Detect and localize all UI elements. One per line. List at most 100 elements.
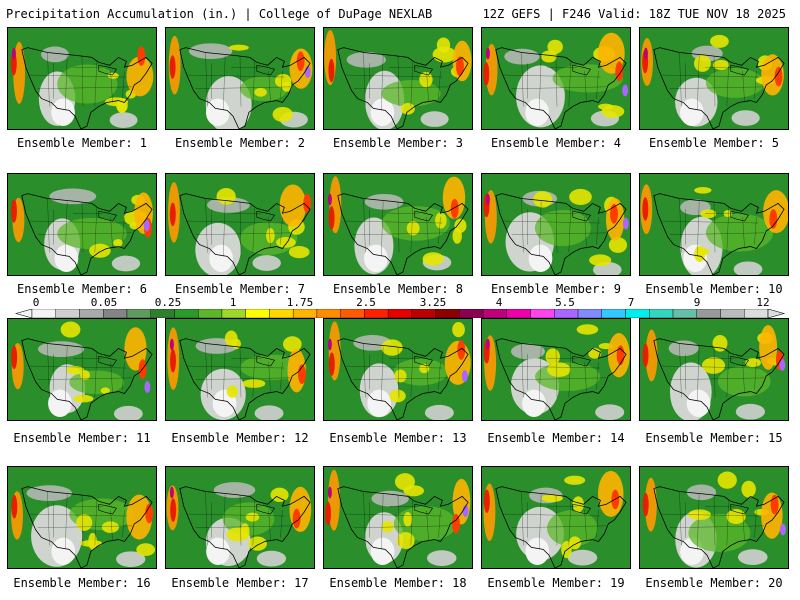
ensemble-member-label: Ensemble Member: 19 [487,576,625,590]
ensemble-map-panel [481,318,631,421]
ensemble-member-label: Ensemble Member: 17 [171,576,309,590]
ensemble-member-label: Ensemble Member: 14 [487,431,625,445]
colorbar-bin [459,309,484,318]
precipitation-map [166,28,314,129]
precipitation-map [324,174,472,275]
colorbar-bin [269,309,294,318]
colorbar-tick-label: 1.75 [286,296,314,309]
ensemble-member-label: Ensemble Member: 2 [174,136,306,150]
colorbar-bin [245,309,270,318]
ensemble-map-panel [639,318,789,421]
ensemble-map-panel [323,318,473,421]
ensemble-map-panel [639,173,789,276]
ensemble-map-panel [7,466,157,569]
colorbar-bin [126,309,151,318]
colorbar-bin [316,309,341,318]
ensemble-map-panel [165,173,315,276]
precipitation-map [640,174,788,275]
colorbar-tick-label: 0.05 [90,296,118,309]
colorbar-bin [601,309,626,318]
colorbar-bin [506,309,531,318]
precipitation-map [8,467,156,568]
colorbar-bin [364,309,389,318]
ensemble-member-label: Ensemble Member: 11 [13,431,151,445]
precipitation-map [166,467,314,568]
precipitation-map [482,467,630,568]
ensemble-member-label: Ensemble Member: 18 [329,576,467,590]
precipitation-map [640,319,788,420]
colorbar-bin [720,309,745,318]
colorbar-bin [79,309,104,318]
precipitation-map [482,319,630,420]
colorbar-bin [672,309,697,318]
ensemble-member-label: Ensemble Member: 5 [648,136,780,150]
colorbar-bin [482,309,508,318]
colorbar-max-arrow [767,309,786,318]
colorbar-bin [292,309,318,318]
colorbar-bin [31,309,56,318]
colorbar-bin [577,309,603,318]
colorbar-bin [221,309,246,318]
ensemble-map-panel [7,27,157,130]
precipitation-map [324,319,472,420]
colorbar-bin [696,309,721,318]
colorbar-min-arrow [14,309,33,318]
precipitation-map [640,28,788,129]
colorbar-tick-label: 0.25 [154,296,182,309]
ensemble-member-label: Ensemble Member: 20 [645,576,783,590]
colorbar-tick-label: 2.5 [356,296,376,309]
colorbar-tick-label: 1 [229,296,237,309]
colorbar-tick-label: 0 [32,296,40,309]
precipitation-map [482,174,630,275]
colorbar-bin [103,309,128,318]
colorbar-bin [387,309,413,318]
colorbar-tick-label: 3.25 [419,296,447,309]
colorbar-tick-label: 4 [495,296,503,309]
ensemble-map-panel [639,466,789,569]
precipitation-map [166,319,314,420]
colorbar-bin [174,309,199,318]
colorbar-bin [197,309,223,318]
ensemble-map-panel [481,466,631,569]
ensemble-member-label: Ensemble Member: 12 [171,431,309,445]
ensemble-member-label: Ensemble Member: 3 [332,136,464,150]
run-valid-time: 12Z GEFS | F246 Valid: 18Z TUE NOV 18 20… [482,7,786,21]
ensemble-map-panel [323,27,473,130]
ensemble-map-panel [481,27,631,130]
ensemble-map-panel [639,27,789,130]
colorbar-tick-label: 12 [756,296,770,309]
chart-title: Precipitation Accumulation (in.) | Colle… [6,7,433,21]
precipitation-colorbar [14,309,786,318]
colorbar-tick-label: 7 [627,296,635,309]
colorbar-bin [530,309,555,318]
ensemble-map-panel [165,318,315,421]
ensemble-member-label: Ensemble Member: 1 [16,136,148,150]
ensemble-map-panel [165,466,315,569]
ensemble-member-label: Ensemble Member: 9 [490,282,622,296]
ensemble-map-panel [323,466,473,569]
precipitation-map [324,28,472,129]
precipitation-map [482,28,630,129]
colorbar-bin [649,309,674,318]
ensemble-member-label: Ensemble Member: 7 [174,282,306,296]
colorbar-bin [150,309,175,318]
colorbar-bin [435,309,460,318]
precipitation-map [8,174,156,275]
colorbar-bin [625,309,650,318]
ensemble-member-label: Ensemble Member: 16 [13,576,151,590]
colorbar-bin [340,309,365,318]
precipitation-map [166,174,314,275]
precipitation-map [8,319,156,420]
ensemble-map-panel [7,318,157,421]
ensemble-member-label: Ensemble Member: 8 [332,282,464,296]
colorbar-bin [744,309,769,318]
ensemble-map-panel [323,173,473,276]
colorbar-bin [411,309,436,318]
precipitation-map [324,467,472,568]
colorbar-tick-label: 9 [693,296,701,309]
ensemble-member-label: Ensemble Member: 6 [16,282,148,296]
precipitation-map [640,467,788,568]
precipitation-map [8,28,156,129]
ensemble-member-label: Ensemble Member: 13 [329,431,467,445]
ensemble-member-label: Ensemble Member: 4 [490,136,622,150]
